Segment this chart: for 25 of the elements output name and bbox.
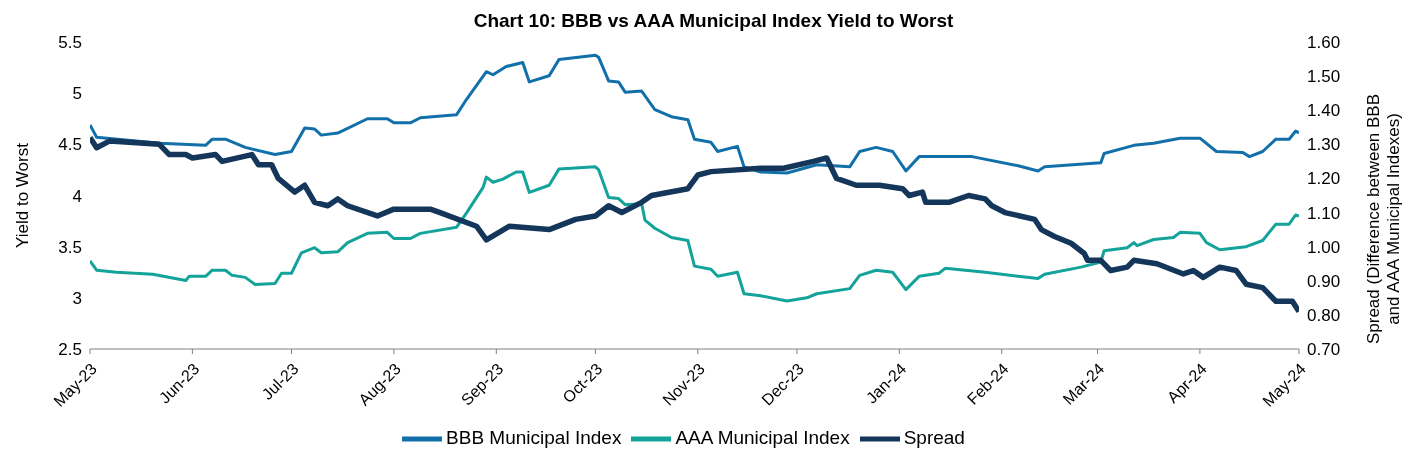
line-series — [90, 165, 1299, 303]
y-tick-label: 5 — [72, 84, 82, 104]
y2-tick-label: 0.90 — [1307, 271, 1341, 291]
y2-tick-label: 1.40 — [1307, 101, 1341, 121]
line-series — [90, 53, 1299, 175]
y-tick-label: 3 — [72, 288, 82, 308]
y2-tick-label: 1.30 — [1307, 135, 1341, 155]
y-tick-label: 2.5 — [58, 340, 82, 360]
y-tick-label: 5.5 — [58, 33, 82, 53]
y2-tick-label: 1.50 — [1307, 67, 1341, 87]
legend-label: BBB Municipal Index — [446, 427, 622, 449]
legend-label: Spread — [903, 427, 965, 449]
y2-tick-label: 1.10 — [1307, 203, 1341, 223]
y-axis-title: Yield to Worst — [13, 142, 33, 248]
y-tick-label: 4 — [72, 186, 82, 206]
y-tick-label: 3.5 — [58, 237, 82, 257]
y2-tick-label: 1.60 — [1307, 33, 1341, 53]
y2-axis-title: Spread (Difference between BBB and AAA Municipal Indexes) — [1364, 93, 1403, 345]
legend-label: AAA Municipal Index — [675, 427, 850, 449]
y2-tick-label: 1.20 — [1307, 169, 1341, 189]
y2-tick-label: 1.00 — [1307, 237, 1341, 257]
y2-tick-label: 0.80 — [1307, 305, 1341, 325]
y-tick-label: 4.5 — [58, 135, 82, 155]
y2-tick-label: 0.70 — [1307, 340, 1341, 360]
chart-title: Chart 10: BBB vs AAA Municipal Index Yield to Worst — [472, 9, 955, 33]
